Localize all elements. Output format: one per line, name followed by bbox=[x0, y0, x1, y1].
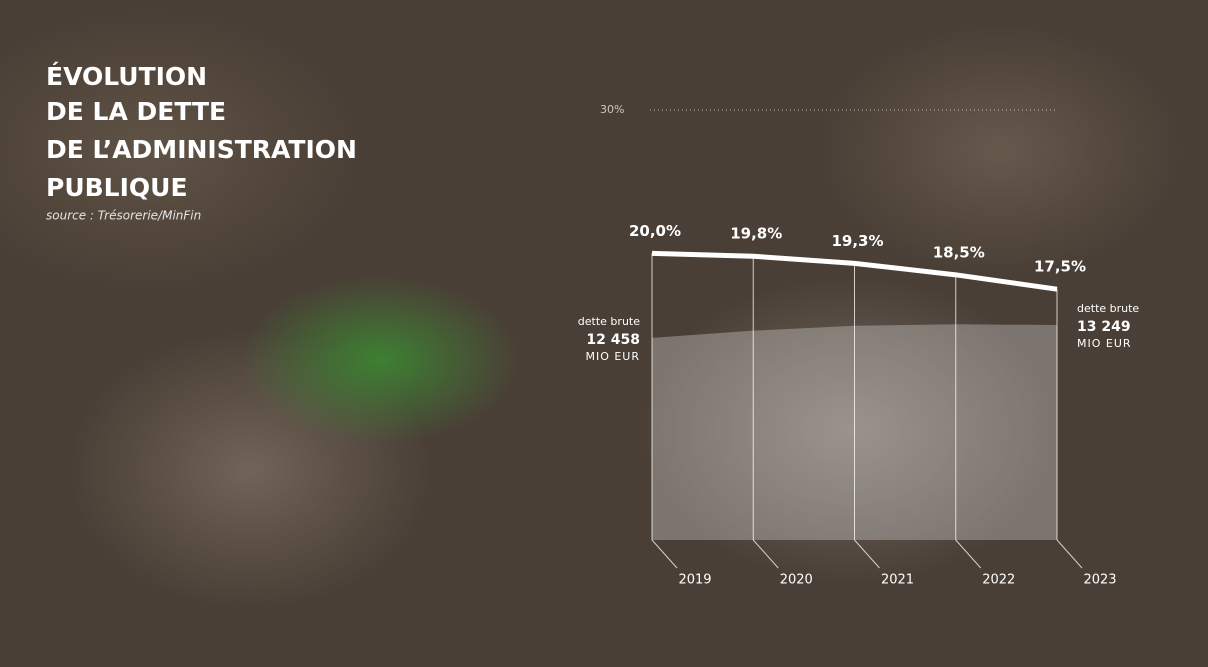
value-label: 17,5% bbox=[1034, 258, 1086, 276]
unit-label: MIO EUR bbox=[585, 350, 640, 363]
debt-label: 12 458 bbox=[586, 332, 640, 348]
y-tick-label: 30% bbox=[600, 103, 624, 116]
year-tick bbox=[752, 539, 779, 569]
value-label: 19,8% bbox=[730, 225, 782, 243]
title-line: DE L’ADMINISTRATION bbox=[46, 135, 357, 164]
debt-label: 13 249 bbox=[1077, 319, 1131, 335]
x-tick-label: 2021 bbox=[881, 573, 914, 588]
value-label: 19,3% bbox=[831, 232, 883, 250]
x-tick-label: 2019 bbox=[678, 573, 711, 588]
year-tick bbox=[651, 539, 678, 569]
year-tick bbox=[955, 539, 982, 569]
x-tick-label: 2023 bbox=[1083, 573, 1116, 588]
source: source : Trésorerie/MinFin bbox=[46, 209, 201, 223]
x-tick-label: 2020 bbox=[780, 573, 813, 588]
year-tick bbox=[854, 539, 880, 569]
value-label: 18,5% bbox=[933, 243, 985, 261]
year-tick bbox=[1056, 539, 1083, 569]
title-line: DE LA DETTE bbox=[46, 97, 226, 126]
value-label: 20,0% bbox=[629, 222, 681, 240]
series-name: dette brute bbox=[578, 315, 640, 328]
unit-label: MIO EUR bbox=[1077, 337, 1132, 350]
series-name: dette brute bbox=[1077, 302, 1139, 315]
title-line: ÉVOLUTION bbox=[46, 62, 207, 91]
rate-line bbox=[651, 250, 1058, 292]
x-tick-label: 2022 bbox=[982, 573, 1015, 588]
title-line: PUBLIQUE bbox=[46, 173, 188, 202]
